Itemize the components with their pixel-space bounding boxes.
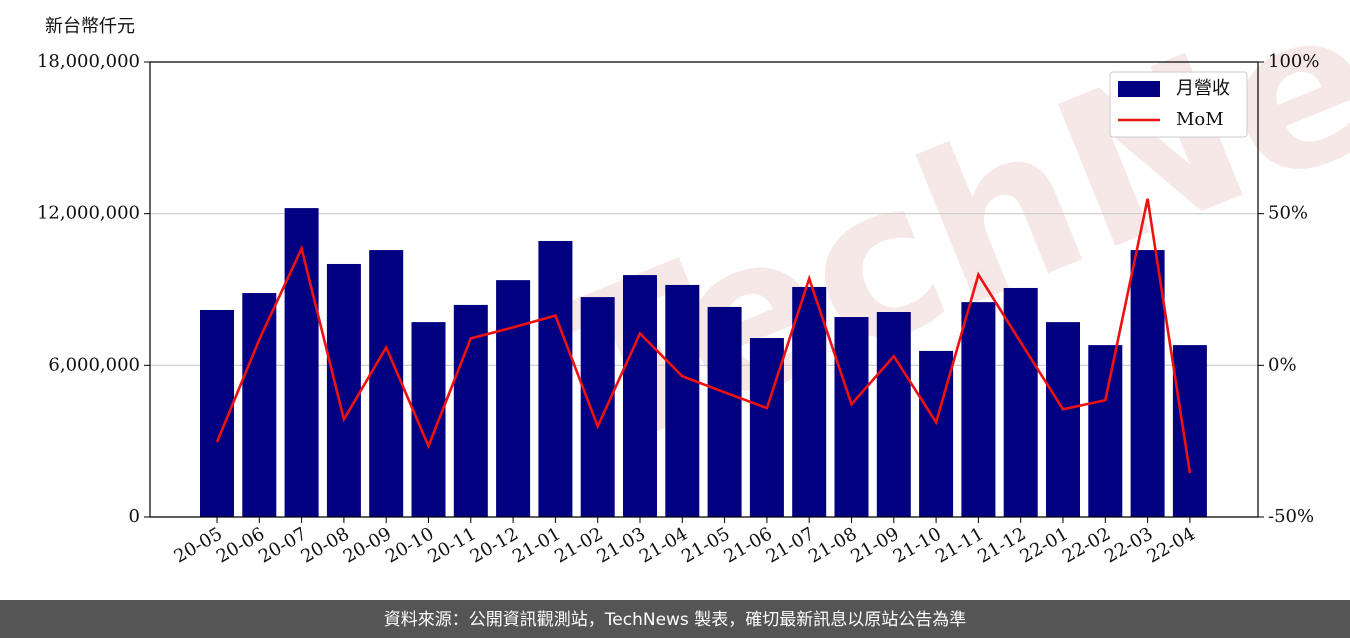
y-tick-label: 18,000,000: [37, 51, 140, 72]
bar: [1088, 345, 1123, 517]
bar: [580, 297, 615, 517]
bar: [1130, 250, 1165, 518]
footer-bar: [0, 600, 1350, 638]
bar: [369, 250, 404, 518]
bar: [919, 350, 954, 517]
bar: [707, 306, 742, 517]
y2-tick-label: 100%: [1268, 51, 1319, 72]
y2-tick-label: 50%: [1268, 203, 1308, 224]
bar: [876, 311, 911, 517]
y-tick-label: 12,000,000: [37, 203, 140, 224]
line: [215, 198, 1192, 474]
legend-label: 月營收: [1176, 78, 1230, 99]
y-tick-label: 6,000,000: [48, 354, 140, 375]
y2-tick-label: 0%: [1268, 354, 1297, 375]
y-tick-label: 0: [129, 506, 140, 527]
y-axis-label: 新台幣仟元: [45, 16, 135, 37]
bar: [665, 284, 700, 517]
bar: [623, 275, 657, 517]
bar: [284, 208, 319, 517]
bar: [792, 286, 827, 517]
bar: [538, 240, 573, 517]
footer: 資料來源：公開資訊觀測站，TechNews 製表，確切最新訊息以原站公告為準: [384, 610, 966, 630]
legend-label: MoM: [1176, 109, 1224, 130]
bar: [496, 280, 531, 517]
plot-frame: [149, 61, 1259, 518]
x-tick-label: 22-04: [1143, 523, 1198, 567]
bar: [242, 293, 277, 517]
bar: [749, 338, 784, 517]
bar: [834, 317, 869, 517]
bar: [961, 302, 996, 517]
bar: [1046, 322, 1080, 517]
bar: [453, 304, 488, 517]
y2-tick-label: -50%: [1268, 506, 1314, 527]
bar: [1172, 345, 1207, 517]
bar: [326, 263, 361, 517]
legend-swatch: [1118, 81, 1160, 97]
